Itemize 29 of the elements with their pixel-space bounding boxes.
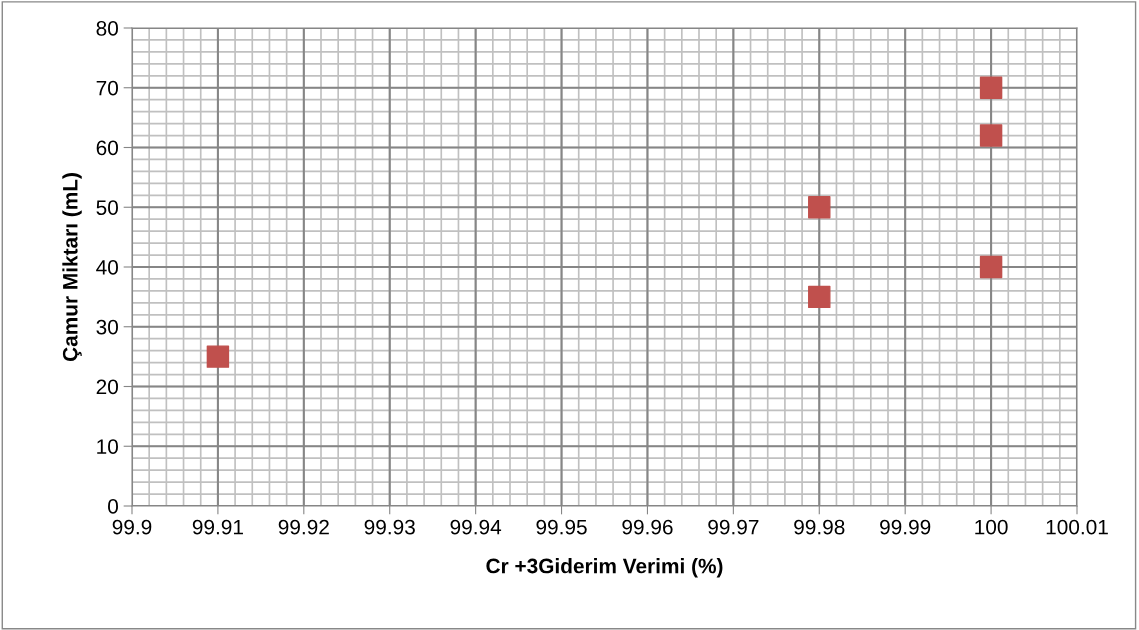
y-tick-label: 70 [96, 80, 118, 96]
x-tick-label: 100 [975, 519, 1008, 535]
x-tick-label: 99.95 [536, 519, 587, 535]
x-tick-label: 99.9 [112, 519, 152, 535]
point [979, 124, 1003, 147]
point [979, 76, 1003, 99]
y-tick-label: 20 [96, 379, 118, 395]
x-tick-label: 99.98 [794, 519, 845, 535]
x-tick-label: 99.99 [880, 519, 931, 535]
x-tick-label: 99.96 [622, 519, 673, 535]
x-tick-label: 99.94 [450, 519, 502, 535]
y-axis-title: Çamur Miktarı (mL) [62, 173, 82, 362]
y-tick-label: 0 [108, 499, 118, 514]
point [808, 285, 831, 309]
y-tick-label: 30 [96, 319, 118, 335]
x-tick-label: 99.91 [192, 519, 243, 535]
y-tick-label: 10 [97, 439, 118, 454]
y-tick-label: 80 [96, 21, 118, 36]
point [979, 255, 1003, 279]
x-tick-label: 100.01 [1046, 519, 1108, 535]
y-tick-label: 50 [96, 200, 118, 215]
x-tick-label: 99.93 [364, 519, 415, 535]
x-tick-label: 99.92 [278, 519, 329, 535]
y-tick-label: 60 [96, 140, 118, 156]
x-axis-title: Cr +3Giderim Verimi (%) [486, 558, 723, 578]
point [808, 196, 831, 219]
y-tick-label: 40 [96, 260, 118, 275]
x-tick-label: 99.97 [708, 519, 759, 535]
point [206, 345, 230, 368]
